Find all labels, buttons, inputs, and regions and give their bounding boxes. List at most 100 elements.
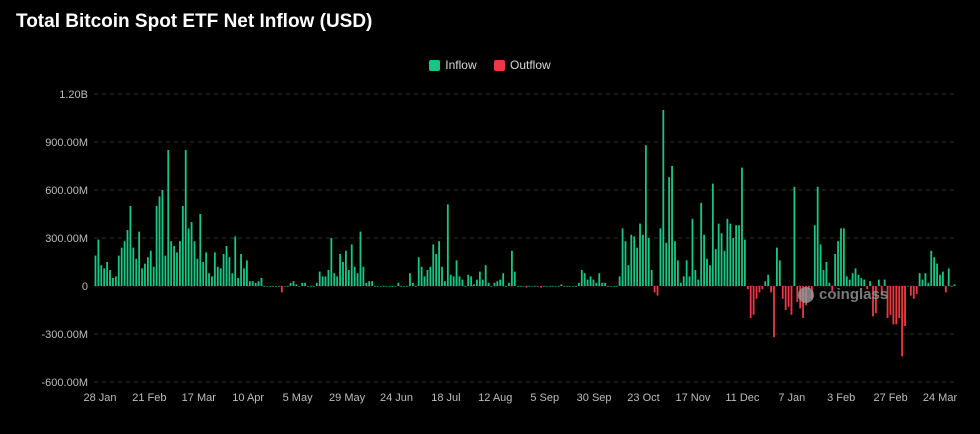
inflow-bar [604,282,606,286]
inflow-bar [158,196,161,286]
y-tick-label: 600.00M [45,185,88,197]
inflow-bar [225,246,228,286]
legend-item-inflow[interactable]: Inflow [429,58,477,72]
inflow-bar [114,276,117,286]
inflow-swatch-icon [429,59,441,71]
inflow-bar [947,268,950,286]
inflow-bar [304,282,307,286]
inflow-bar [813,225,816,286]
inflow-bar [778,260,781,286]
inflow-bar [662,110,665,286]
inflow-bar [190,222,193,286]
inflow-bar [444,281,446,286]
inflow-bar [269,286,272,287]
outflow-bar [831,286,834,291]
x-tick-label: 18 Jul [431,392,460,404]
inflow-bar [717,223,720,286]
inflow-bar [310,286,312,287]
inflow-bar [767,274,770,286]
inflow-bar [848,279,851,286]
inflow-bar [679,282,682,286]
inflow-bar [575,286,577,287]
outflow-bar [773,286,775,338]
inflow-bar [240,254,242,286]
inflow-bar [557,286,560,287]
inflow-bar [793,186,796,286]
inflow-bar [435,254,438,286]
inflow-bar [213,252,216,286]
inflow-bar [382,286,385,287]
inflow-bar [647,238,650,286]
outflow-bar [790,286,793,315]
inflow-bar [519,286,522,287]
grid-lines [94,93,956,383]
outflow-bar [746,286,749,290]
inflow-bar [709,265,711,286]
inflow-bar [202,262,205,286]
inflow-bar [842,228,845,286]
y-tick-label: 900.00M [45,137,88,149]
inflow-bar [877,279,880,286]
inflow-bar [423,276,426,286]
x-tick-label: 30 Sep [577,392,612,404]
inflow-bar [359,231,362,286]
inflow-bar [275,286,277,287]
inflow-bar [411,282,414,286]
inflow-bar [586,279,589,286]
y-tick-label: -300.00M [42,329,88,341]
inflow-bar [420,266,423,286]
inflow-bar [548,286,551,287]
inflow-bar [711,183,714,286]
inflow-bar [607,286,609,287]
x-tick-label: 12 Aug [478,392,512,404]
inflow-bar [741,167,743,286]
inflow-bar [184,150,187,286]
inflow-bar [278,286,280,287]
inflow-bar [642,234,644,286]
inflow-bar [682,276,685,286]
inflow-bar [295,284,298,286]
inflow-bar [601,282,604,286]
inflow-bar [697,279,700,286]
inflow-bar [490,286,493,287]
inflow-bar [324,276,327,286]
inflow-bar [615,286,618,287]
inflow-bar [598,273,601,286]
inflow-bar [522,286,525,287]
inflow-bar [254,282,257,286]
inflow-bar [181,206,184,286]
inflow-bar [432,244,435,286]
x-tick-label: 3 Feb [827,392,855,404]
inflow-bar [743,239,746,286]
inflow-bar [467,274,470,286]
outflow-bar [752,286,755,315]
inflow-bar [723,250,726,286]
inflow-bar [563,286,566,287]
watermark: coinglass [798,286,888,303]
inflow-bar [141,268,143,286]
chart-title: Total Bitcoin Spot ETF Net Inflow (USD) [16,11,373,32]
inflow-bar [176,252,178,286]
inflow-bar [502,273,505,286]
inflow-bar [455,260,458,286]
inflow-bar [869,281,871,286]
inflow-bar [263,286,266,287]
outflow-bar [875,286,877,314]
x-tick-label: 11 Dec [725,392,760,404]
inflow-bar [414,286,417,287]
legend-item-outflow[interactable]: Outflow [494,58,551,72]
inflow-bar [391,286,394,287]
inflow-bar [487,282,490,286]
inflow-bar [569,286,572,287]
inflow-bar [199,214,202,286]
inflow-bar [534,286,537,287]
x-tick-label: 17 Mar [182,392,217,404]
inflow-bar [577,282,580,286]
inflow-bar [452,276,455,286]
inflow-bar [659,228,662,286]
inflow-bar [132,247,135,286]
inflow-bar [691,218,694,286]
inflow-bar [406,286,408,287]
outflow-bar [784,286,787,310]
